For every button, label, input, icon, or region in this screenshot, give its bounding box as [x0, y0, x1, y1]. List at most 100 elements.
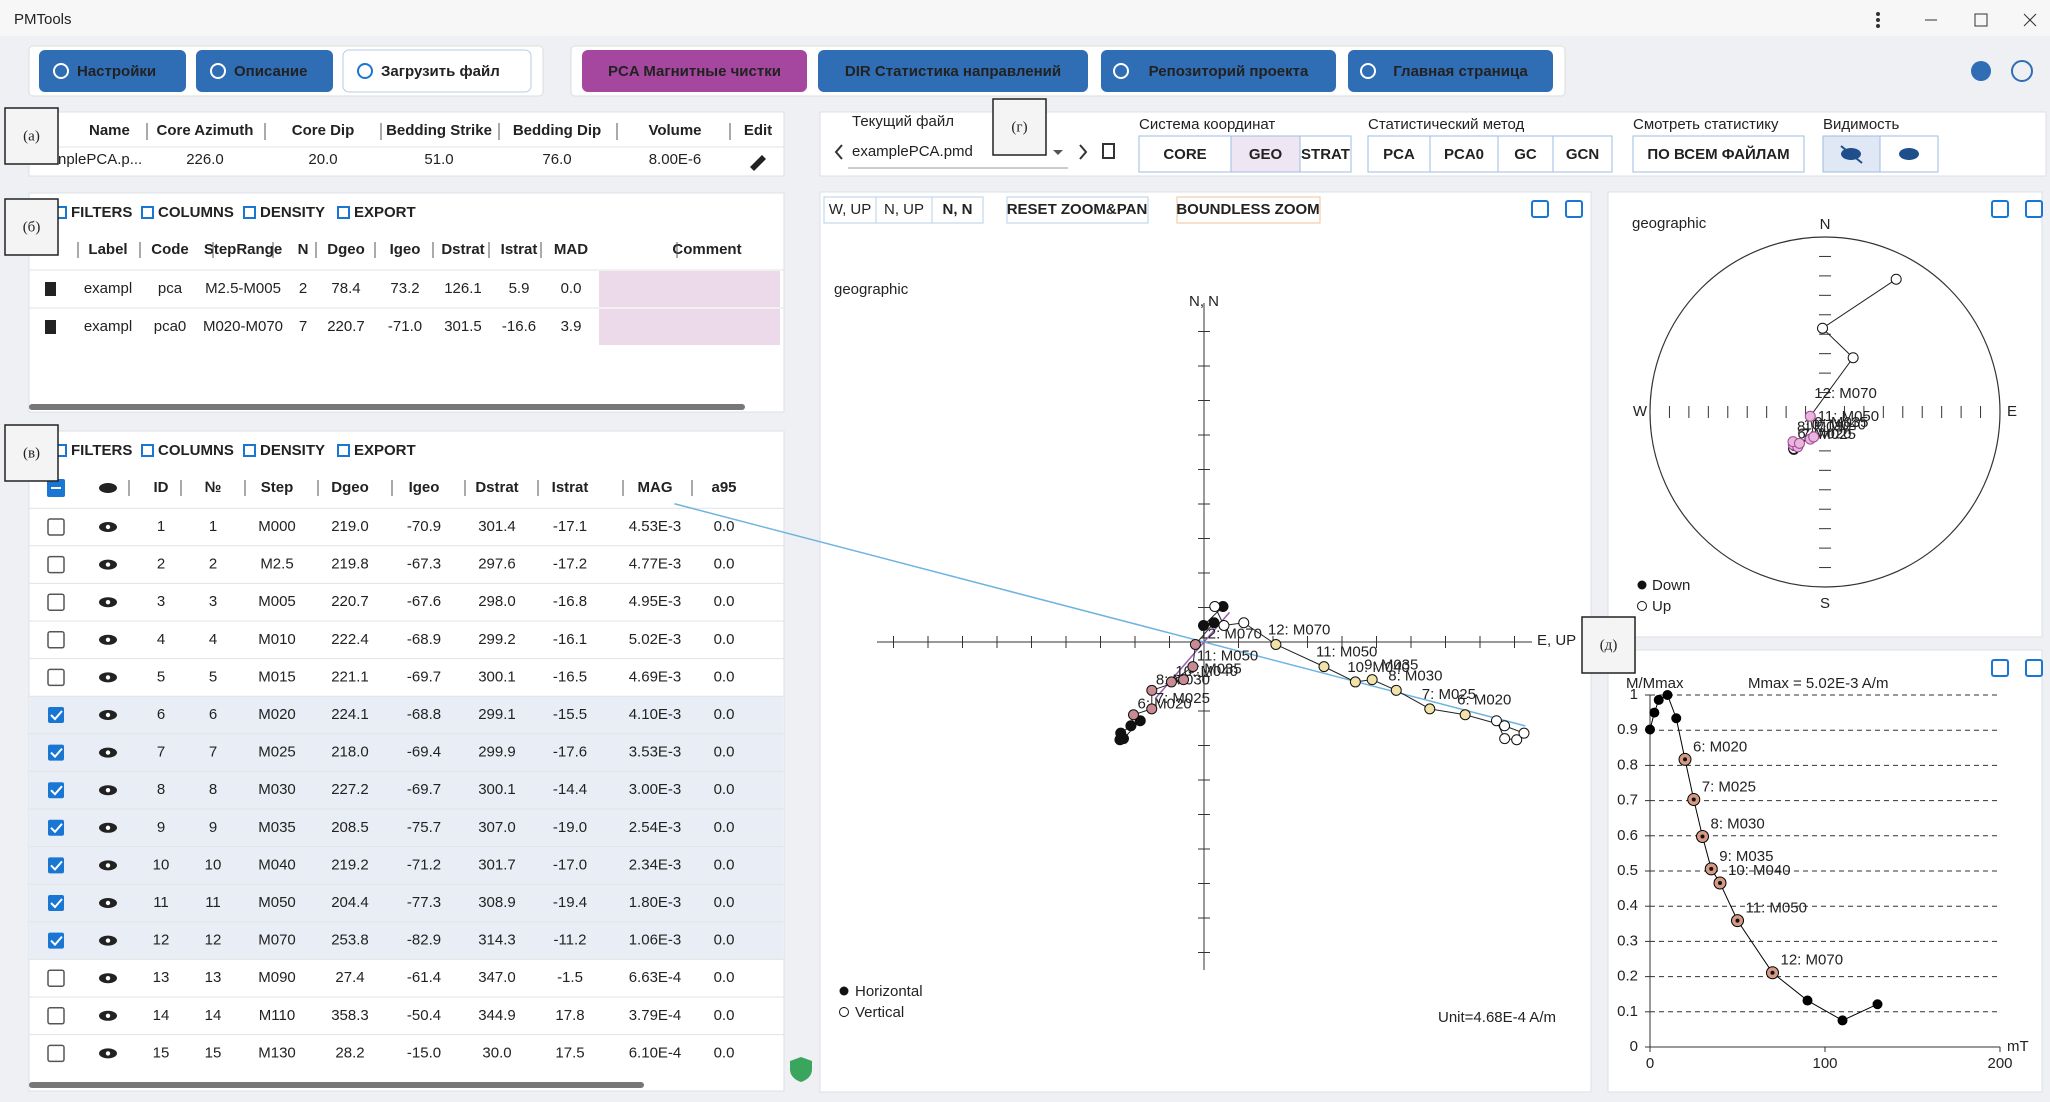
reset-button[interactable]: [1006, 196, 1149, 224]
row-checkbox[interactable]: [48, 932, 64, 949]
table-tool[interactable]: COLUMNS: [158, 204, 234, 221]
projection-button[interactable]: [931, 196, 984, 224]
row-checkbox[interactable]: [48, 857, 64, 874]
projection-button[interactable]: [875, 196, 933, 224]
nav-tab[interactable]: [1101, 50, 1336, 92]
table-tool[interactable]: COLUMNS: [158, 442, 234, 459]
help-icon[interactable]: [1991, 200, 2009, 218]
table-cell: -17.1: [553, 518, 587, 535]
row-checkbox[interactable]: [47, 631, 65, 649]
point-center: [1700, 834, 1705, 839]
legend-label: Horizontal: [855, 983, 923, 1000]
annotation: (г): [1011, 119, 1027, 135]
table-cell: 15: [153, 1044, 170, 1061]
toolbar-button[interactable]: [39, 50, 186, 92]
table-cell: 0.0: [714, 856, 735, 873]
boundless-button[interactable]: [1176, 196, 1321, 224]
panel: [28, 111, 785, 177]
row-checkbox[interactable]: [48, 744, 64, 761]
delete-icon[interactable]: [45, 320, 56, 334]
row-checkbox[interactable]: [47, 1007, 65, 1025]
help-icon[interactable]: [1991, 659, 2009, 677]
annotation-box: [4, 107, 59, 165]
column-header: Edit: [744, 122, 772, 139]
download-icon[interactable]: [1565, 200, 1583, 218]
annotation: (а): [23, 128, 40, 144]
table-cell: 300.1: [478, 781, 516, 798]
table-cell: -17.0: [553, 856, 587, 873]
row-checkbox[interactable]: [47, 668, 65, 687]
row-checkbox[interactable]: [47, 518, 65, 536]
column-header: a95: [711, 479, 736, 496]
option-button[interactable]: [1138, 135, 1232, 173]
nav-tab[interactable]: [818, 50, 1088, 92]
download-icon[interactable]: [2025, 659, 2043, 677]
table-cell: 12: [153, 932, 170, 949]
maximize-icon[interactable]: [1974, 13, 1988, 27]
option-button[interactable]: [1230, 135, 1301, 173]
next-file[interactable]: [1079, 144, 1088, 160]
option-button[interactable]: [1497, 135, 1554, 173]
data-label: 6: M020: [1693, 738, 1747, 755]
row-checkbox[interactable]: [47, 593, 65, 611]
vertical-point: [1511, 734, 1523, 746]
table-cell: -69.7: [407, 668, 441, 685]
delete-file[interactable]: [1102, 143, 1115, 159]
option-button[interactable]: [1632, 135, 1805, 173]
row-checkbox[interactable]: [48, 819, 64, 836]
scrollbar: [29, 404, 745, 410]
table-cell: -50.4: [407, 1007, 441, 1024]
direction-label: E: [2007, 403, 2017, 420]
eye-pupil: [105, 825, 111, 830]
check-mark: [50, 747, 63, 759]
row-checkbox[interactable]: [47, 1044, 65, 1063]
selected-row: [30, 733, 783, 772]
point-label: 12: M070: [1268, 621, 1331, 638]
download-icon[interactable]: [2025, 200, 2043, 218]
row-checkbox[interactable]: [48, 895, 64, 911]
vertical-point: [1518, 727, 1530, 739]
demag-point: [1653, 694, 1664, 705]
column-header: Volume: [648, 122, 701, 139]
option-button[interactable]: [1552, 135, 1613, 173]
delete-icon[interactable]: [45, 282, 56, 296]
table-cell: 6.10E-4: [629, 1044, 682, 1061]
table-cell: -69.7: [407, 781, 441, 798]
table-tool[interactable]: FILTERS: [71, 204, 132, 221]
file-select[interactable]: examplePCA.pmd: [852, 143, 973, 160]
eye-pupil: [105, 938, 111, 943]
table-cell: 13: [153, 969, 170, 986]
option-button[interactable]: [1367, 135, 1431, 173]
projection-button[interactable]: [823, 196, 877, 224]
edit-icon[interactable]: [750, 155, 766, 171]
nav-tab[interactable]: [582, 50, 807, 92]
table-cell: 20.0: [308, 151, 337, 168]
table-tool[interactable]: EXPORT: [354, 442, 416, 459]
point-label: 9: M035: [1188, 661, 1242, 678]
table-cell: 298.0: [478, 593, 516, 610]
row-checkbox[interactable]: [48, 707, 64, 723]
vertical-point: [1218, 620, 1230, 632]
nav-tab[interactable]: [1348, 50, 1553, 92]
table-tool[interactable]: DENSITY: [260, 204, 325, 221]
table-tool[interactable]: FILTERS: [71, 442, 132, 459]
table-cell: 0.0: [714, 894, 735, 911]
toolbar-button[interactable]: [196, 50, 333, 92]
row-checkbox[interactable]: [47, 555, 65, 574]
table-cell: 5.02E-3: [629, 631, 682, 648]
option-button[interactable]: [1299, 135, 1352, 173]
table-tool[interactable]: EXPORT: [354, 204, 416, 221]
table-tool[interactable]: DENSITY: [260, 442, 325, 459]
row-checkbox[interactable]: [47, 969, 65, 987]
help-icon[interactable]: [1531, 200, 1549, 218]
horizontal-point: [1165, 676, 1177, 688]
horizontal-point: [1198, 620, 1210, 632]
table-cell: 3: [157, 593, 165, 610]
prev-file[interactable]: [834, 144, 843, 160]
table-cell: 8: [209, 781, 217, 798]
row-checkbox[interactable]: [48, 782, 64, 799]
table-cell: -70.9: [407, 518, 441, 535]
toolbar-button[interactable]: [342, 49, 532, 93]
table-cell: 4.53E-3: [629, 518, 682, 535]
column-header: Dgeo: [331, 479, 369, 496]
